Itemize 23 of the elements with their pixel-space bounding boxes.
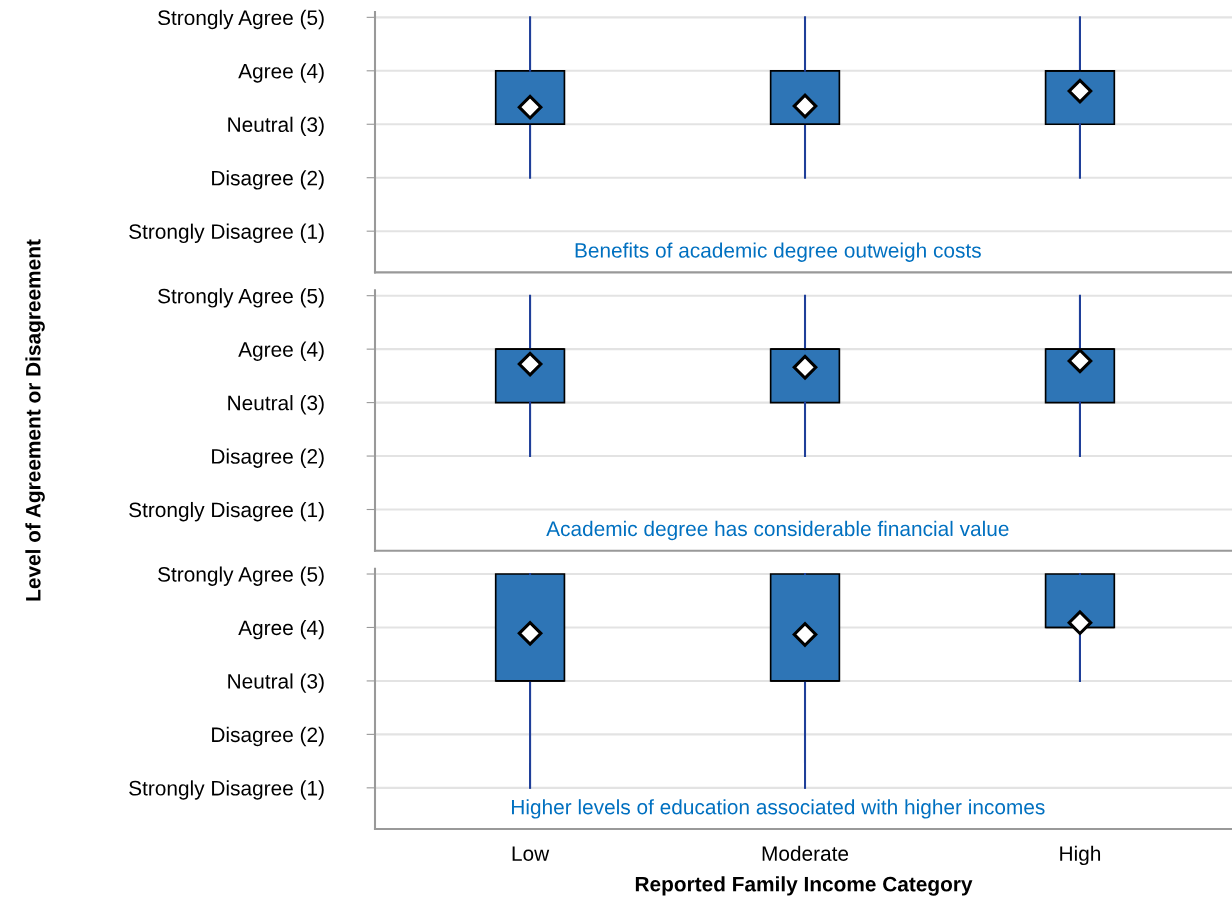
annotation: Benefits of academic degree outweigh costs: [575, 242, 981, 262]
y-tick-label: Strongly Disagree (1): [129, 223, 324, 244]
y-tick-label: Agree (4): [238, 341, 324, 362]
x-tick-label: High: [1060, 845, 1101, 866]
annotation: Higher levels of education associated with higher incomes: [512, 799, 1045, 819]
y-tick-label: Neutral (3): [228, 116, 324, 137]
y-tick-label: Disagree (2): [212, 448, 324, 468]
y-axis-title: Level of Agreement or Disagreement: [25, 239, 45, 601]
y-tick-label: Strongly Disagree (1): [129, 780, 324, 800]
x-axis-title: Reported Family Income Category: [635, 876, 973, 896]
y-tick-label: Strongly Disagree (1): [129, 501, 324, 522]
y-tick-label: Agree (4): [238, 63, 324, 83]
annotation: Academic degree has considerable financial value: [546, 520, 1009, 541]
y-tick-label: Neutral (3): [228, 673, 324, 693]
y-tick-label: Agree (4): [238, 619, 324, 640]
y-tick-label: Strongly Agree (5): [158, 566, 324, 586]
y-tick-label: Strongly Agree (5): [158, 288, 324, 308]
x-tick-label: Moderate: [762, 845, 849, 861]
y-tick-label: Disagree (2): [212, 170, 324, 190]
y-tick-label: Neutral (3): [228, 395, 324, 415]
x-tick-label: Low: [512, 846, 550, 861]
y-tick-label: Strongly Agree (5): [158, 9, 324, 30]
y-tick-label: Disagree (2): [212, 726, 324, 747]
